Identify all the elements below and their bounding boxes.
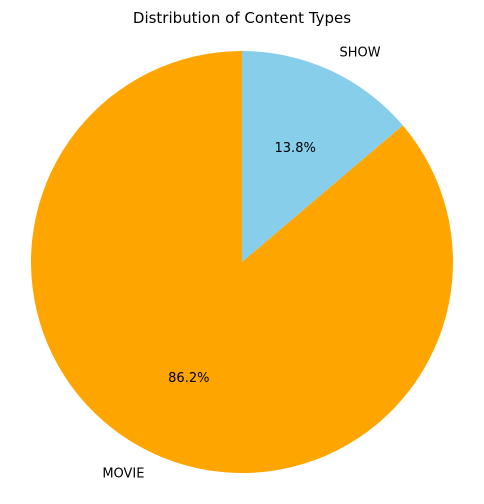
slice-label-movie: MOVIE — [102, 467, 144, 482]
pie-slices — [30, 51, 453, 474]
percent-label-movie: 86.2% — [168, 371, 209, 386]
pie-slice-movie — [30, 51, 453, 474]
chart-title: Distribution of Content Types — [133, 9, 351, 27]
pie-slice-show — [242, 51, 403, 262]
pie-labels: SHOW 13.8% MOVIE 86.2% — [102, 45, 380, 481]
percent-label-show: 13.8% — [275, 141, 316, 156]
slice-label-show: SHOW — [340, 45, 381, 60]
